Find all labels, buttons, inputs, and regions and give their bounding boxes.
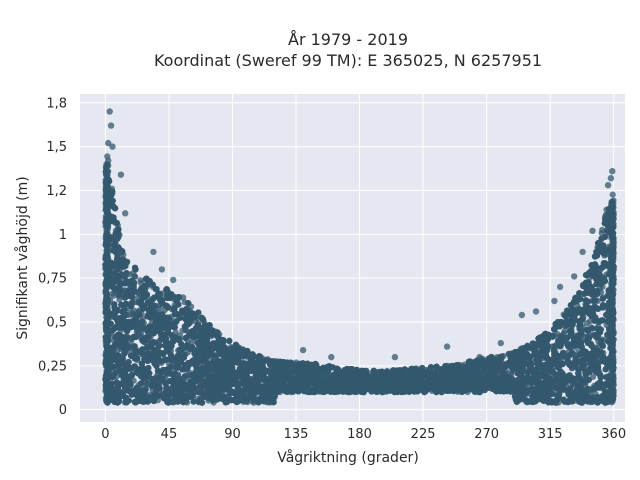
data-point <box>584 320 591 327</box>
data-points <box>102 108 617 406</box>
chart-title-line-2: Koordinat (Sweref 99 TM): E 365025, N 62… <box>154 51 542 70</box>
chart-title-line-1: År 1979 - 2019 <box>288 30 408 49</box>
data-point <box>144 380 151 387</box>
data-point <box>189 338 196 346</box>
data-point <box>110 292 117 299</box>
data-point <box>609 191 616 198</box>
